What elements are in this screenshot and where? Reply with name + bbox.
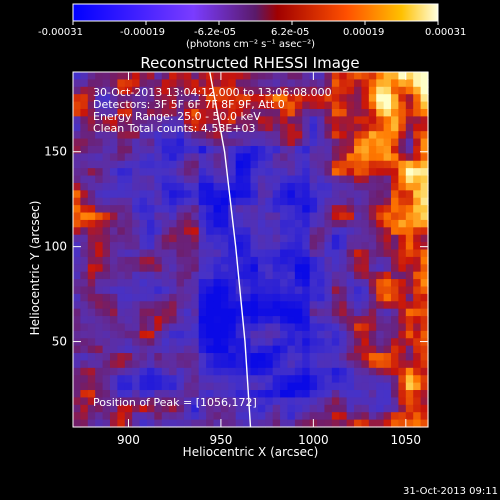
colorbar-tick-label: -0.00019 (120, 27, 165, 38)
colorbar-tick-label: 6.2e-05 (271, 27, 310, 38)
colorbar (72, 3, 439, 25)
colorbar-tick-label: 0.00031 (425, 27, 467, 38)
chart-title: Reconstructed RHESSI Image (140, 54, 360, 72)
plot-frame (72, 71, 429, 428)
colorbar-units: (photons cm⁻² s⁻¹ asec⁻²) (186, 39, 316, 50)
y-tick-label: 100 (44, 240, 67, 254)
y-axis-ticks: 50 100 150 (44, 145, 428, 349)
annotation-detectors: Detectors: 3F 5F 6F 7F 8F 9F, Att 0 (93, 98, 285, 111)
heatmap (73, 72, 429, 428)
y-tick-label: 50 (52, 335, 67, 349)
colorbar-tick-label: -0.00031 (38, 27, 83, 38)
x-axis-label: Heliocentric X (arcsec) (182, 445, 319, 459)
solar-limb (209, 71, 252, 428)
annotation-time-range: 30-Oct-2013 13:04:12.000 to 13:06:08.000 (93, 86, 332, 99)
y-axis-label: Heliocentric Y (arcsec) (28, 200, 42, 336)
annotation-peak: Position of Peak = [1056,172] (93, 396, 257, 409)
x-axis-ticks: 900 950 1000 1050 (117, 72, 421, 447)
annotation-counts: Clean Total counts: 4.53E+03 (93, 122, 256, 135)
x-tick-label: 1000 (298, 433, 329, 447)
x-tick-label: 950 (209, 433, 232, 447)
y-tick-label: 150 (44, 145, 67, 159)
colorbar-gradient (72, 3, 439, 22)
x-tick-label: 900 (117, 433, 140, 447)
annotation-energy: Energy Range: 25.0 - 50.0 keV (93, 110, 261, 123)
x-tick-label: 1050 (391, 433, 422, 447)
colorbar-tick-label: 0.00019 (343, 27, 385, 38)
footer-date: 31-Oct-2013 09:11 (403, 486, 498, 497)
colorbar-tick-label: -6.2e-05 (194, 27, 236, 38)
